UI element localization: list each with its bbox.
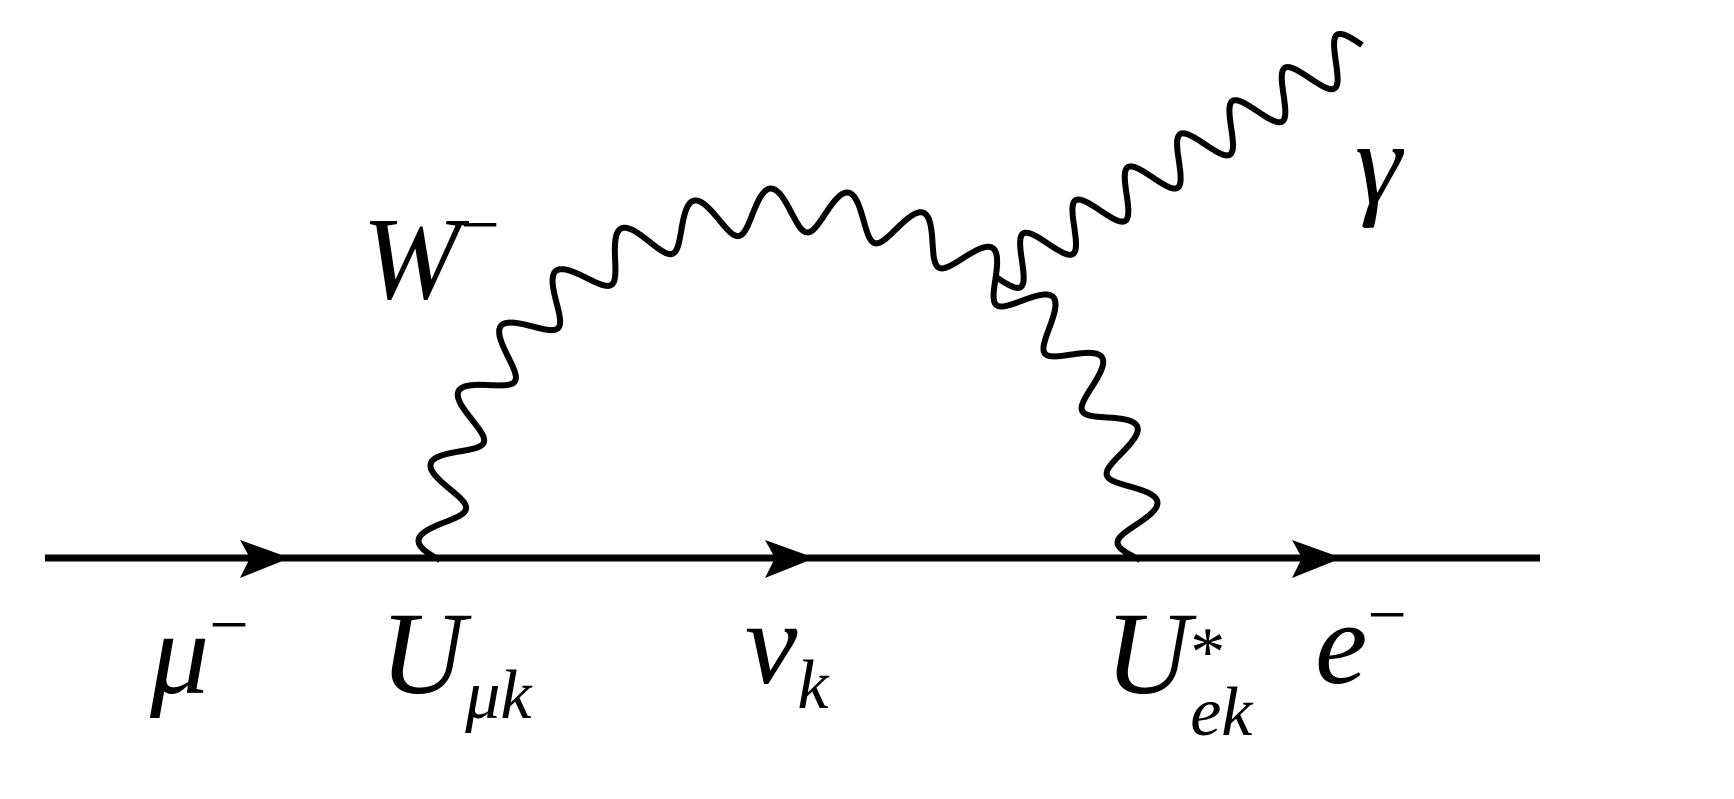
arrow-internal (765, 540, 815, 578)
electron-charge: − (1367, 577, 1407, 654)
w-boson-line (415, 185, 1161, 563)
photon-line (994, 31, 1364, 291)
neutrino-label: νk (745, 585, 828, 721)
photon-label: γ (1355, 98, 1402, 229)
u-symbol: U (380, 588, 466, 719)
u-conjugate: * (1190, 614, 1226, 691)
u-symbol: U (1105, 588, 1191, 719)
arrow-incoming (240, 540, 290, 578)
nu-symbol: ν (745, 578, 798, 709)
u-subscript: μk (465, 657, 532, 734)
muon-charge: − (209, 587, 249, 664)
w-charge: − (460, 187, 500, 264)
electron-symbol: e (1315, 578, 1368, 709)
left-vertex-label: Uμk (380, 595, 531, 731)
nu-subscript: k (797, 647, 829, 724)
muon-label: μ− (150, 591, 249, 713)
muon-symbol: μ (150, 588, 210, 719)
w-boson-label: W− (362, 191, 500, 318)
electron-label: e− (1315, 581, 1407, 703)
arrow-outgoing (1292, 540, 1342, 578)
w-symbol: W (362, 193, 461, 324)
right-vertex-label: U * ek (1105, 595, 1270, 748)
u-subscript: ek (1190, 674, 1253, 751)
